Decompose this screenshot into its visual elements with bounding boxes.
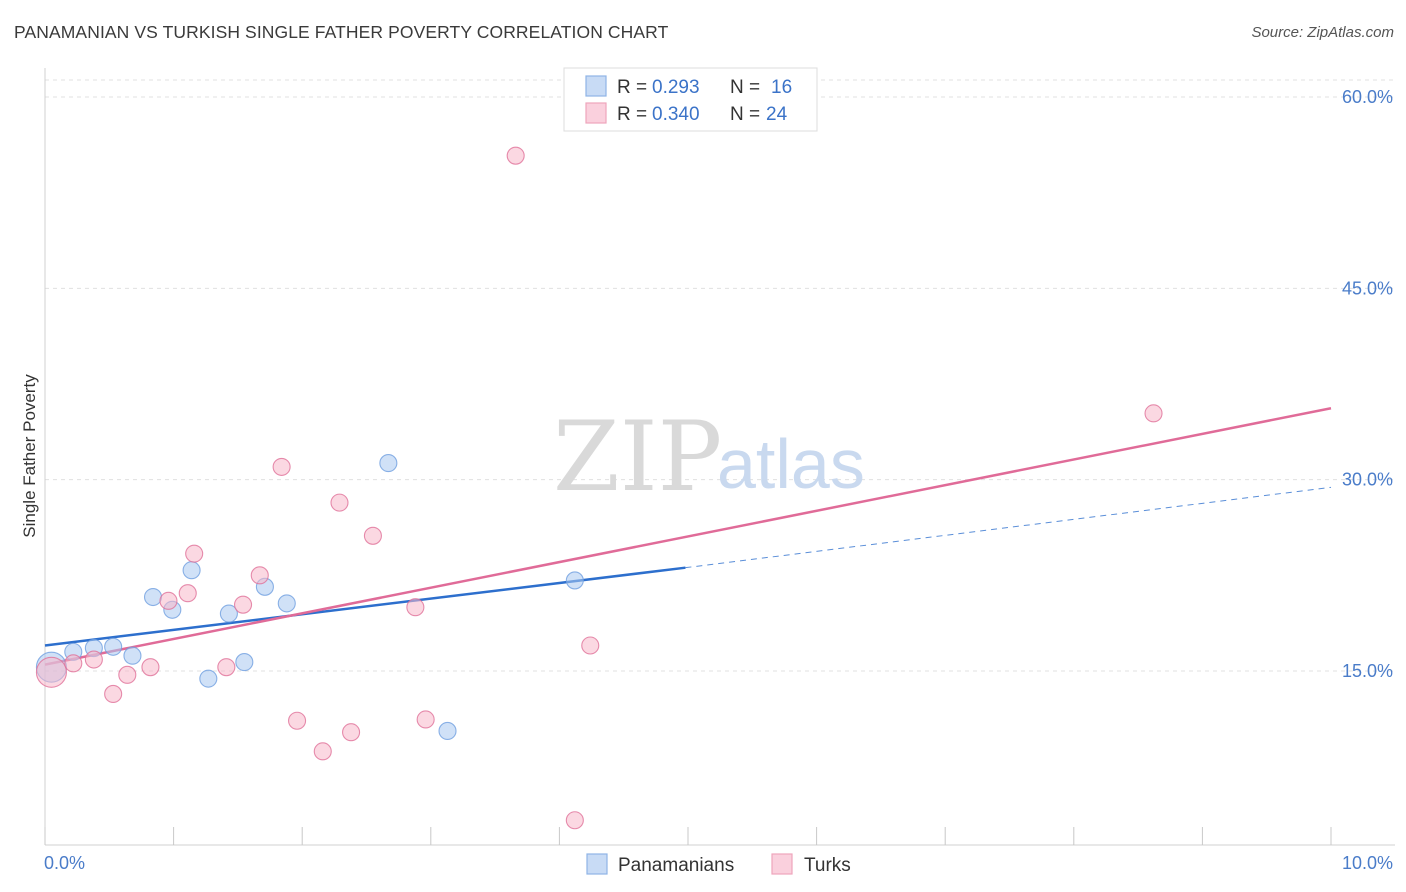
turks-point	[1144, 404, 1163, 423]
y-tick-label-0: 15.0%	[1342, 661, 1393, 681]
bottom-legend: Panamanians Turks	[586, 853, 851, 876]
x-tick-labels: 0.0% 10.0%	[44, 853, 1393, 873]
legend-n-value-1: 16	[771, 77, 792, 98]
stats-legend: R = 0.293 N = 16 R = 0.340 N = 24	[563, 67, 818, 132]
panamanians-point	[104, 637, 123, 656]
panamanians-point	[143, 587, 163, 607]
turks-point	[84, 650, 103, 669]
turks-point	[118, 665, 137, 684]
turks-trend-line	[44, 407, 1332, 666]
turks-point	[272, 457, 291, 476]
axes	[44, 68, 1395, 846]
panamanians-point	[438, 721, 457, 741]
turks-point	[159, 591, 178, 610]
turks-point	[506, 146, 525, 165]
panamanians-point	[235, 653, 254, 672]
legend-n-label-1: N =	[730, 77, 760, 98]
gridlines	[45, 79, 1395, 672]
chart-title: PANAMANIAN VS TURKISH SINGLE FATHER POVE…	[14, 22, 669, 42]
turks-point	[35, 656, 67, 688]
turks-point	[363, 526, 382, 545]
turks-point	[250, 566, 269, 585]
turks-point	[185, 544, 204, 563]
bottom-legend-label-panamanians: Panamanians	[618, 855, 734, 876]
x-tick-label-1: 10.0%	[1342, 853, 1393, 873]
panamanians-point	[123, 646, 142, 665]
legend-n-value-2: 24	[766, 104, 788, 125]
turks-point	[565, 811, 584, 830]
legend-r-label-2: R =	[617, 104, 647, 125]
y-tick-label-3: 60.0%	[1342, 87, 1393, 107]
panamanians-point	[277, 594, 296, 613]
turks-point	[64, 654, 83, 673]
source-credit: Source: ZipAtlas.com	[1251, 24, 1394, 41]
watermark-atlas: atlas	[717, 425, 865, 503]
turks-point	[581, 636, 600, 655]
panamanians-point	[379, 454, 398, 473]
turks-point	[141, 658, 160, 677]
turks-point	[178, 584, 197, 603]
turks-point	[406, 598, 425, 617]
turks-point	[342, 723, 361, 742]
data-points	[35, 146, 1163, 830]
turks-point	[288, 711, 307, 730]
panamanians-point	[219, 604, 238, 623]
panamanians-point	[182, 561, 201, 580]
turks-point	[416, 710, 435, 729]
turks-point	[313, 742, 332, 761]
legend-r-value-2: 0.340	[652, 104, 700, 125]
legend-swatch-turks	[585, 102, 607, 124]
legend-n-label-2: N =	[730, 104, 760, 125]
x-tick-label-0: 0.0%	[44, 853, 85, 873]
legend-r-value-1: 0.293	[652, 77, 700, 98]
y-tick-label-1: 30.0%	[1342, 470, 1393, 490]
y-tick-label-2: 45.0%	[1342, 278, 1393, 298]
turks-point	[217, 658, 236, 677]
panamanians-trend-extension	[685, 486, 1332, 569]
panamanians-trend-line	[44, 566, 686, 647]
watermark-zip: ZIP	[553, 401, 722, 513]
bottom-legend-swatch-turks	[771, 853, 793, 875]
turks-point	[233, 595, 253, 614]
bottom-legend-label-turks: Turks	[804, 855, 851, 876]
panamanians-point	[199, 669, 218, 688]
panamanians-point	[565, 571, 584, 590]
y-axis-title: Single Father Poverty	[20, 374, 39, 538]
legend-r-label-1: R =	[617, 77, 647, 98]
turks-point	[330, 493, 349, 512]
turks-point	[104, 684, 123, 704]
legend-swatch-panamanians	[585, 75, 607, 97]
bottom-legend-swatch-panamanians	[586, 853, 608, 875]
y-tick-labels: 15.0% 30.0% 45.0% 60.0%	[1342, 87, 1393, 681]
